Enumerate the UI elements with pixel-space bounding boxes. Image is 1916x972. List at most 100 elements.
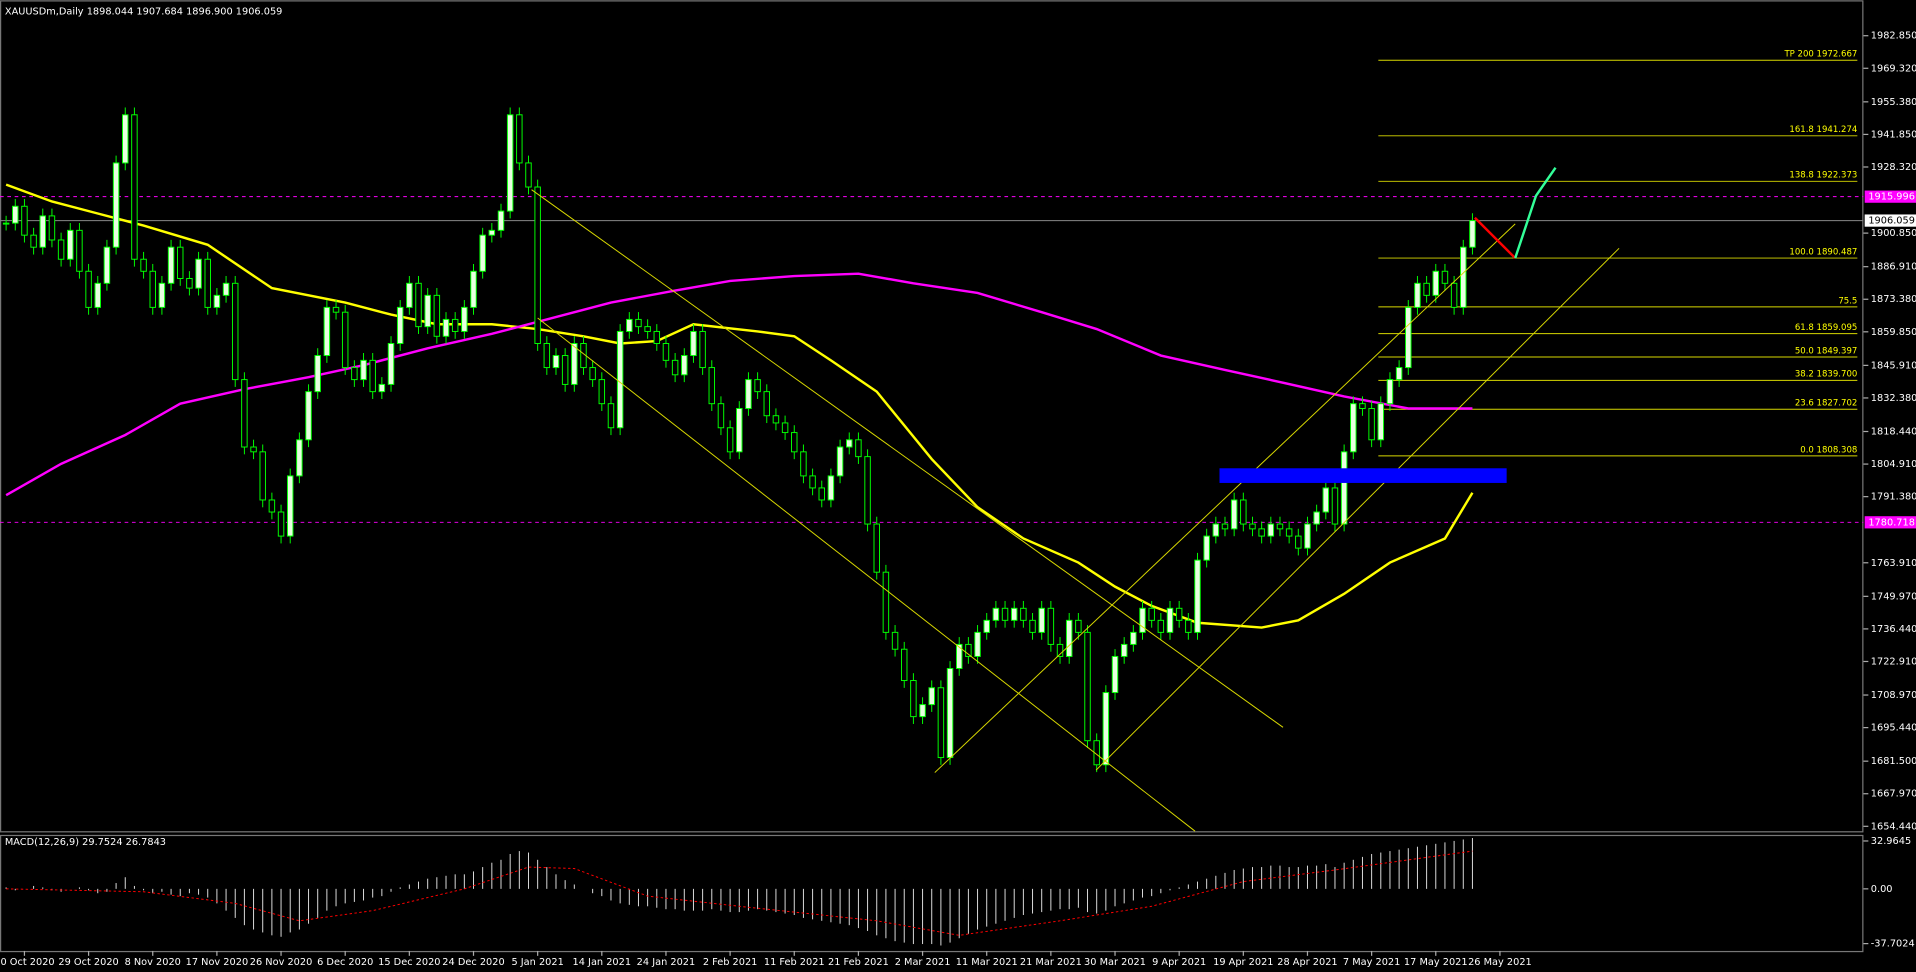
- candle: [442, 318, 450, 337]
- macd-bar: [857, 888, 859, 929]
- candle: [186, 278, 193, 289]
- macd-bar: [949, 888, 951, 943]
- macd-bar: [207, 888, 209, 898]
- macd-bar: [372, 888, 374, 898]
- macd-bar: [1453, 840, 1455, 889]
- macd-bar: [573, 884, 575, 889]
- x-tick-label: 20 Oct 2020: [0, 957, 55, 968]
- candle: [177, 246, 184, 279]
- forecast-rally: [1514, 166, 1557, 259]
- macd-bar: [546, 867, 548, 889]
- candle: [681, 355, 688, 376]
- candle: [122, 114, 129, 164]
- macd-bar: [1123, 888, 1125, 904]
- candle: [690, 330, 697, 357]
- candle: [1304, 523, 1311, 549]
- candle: [1038, 607, 1045, 633]
- x-tick-label: 6 Dec 2020: [317, 957, 373, 968]
- macd-bar: [977, 888, 979, 930]
- candle: [213, 294, 221, 308]
- candle: [1359, 403, 1366, 409]
- candle: [259, 451, 266, 501]
- candle: [1010, 607, 1018, 621]
- x-tick-label: 30 Mar 2021: [1084, 957, 1146, 968]
- candle: [250, 446, 257, 453]
- macd-bar: [390, 888, 392, 892]
- y-tick-label: 1955.380: [1871, 97, 1916, 108]
- macd-bar: [1444, 842, 1446, 889]
- candle: [919, 704, 926, 718]
- macd-bar: [1077, 888, 1079, 908]
- y-tick-label: 1832.380: [1871, 393, 1916, 404]
- candle: [1175, 607, 1183, 621]
- candle: [1111, 655, 1119, 694]
- macd-bar: [1316, 865, 1318, 889]
- fib-label: 75.5: [1838, 296, 1857, 306]
- x-tick-label: 28 Apr 2021: [1277, 957, 1337, 968]
- macd-bar: [1059, 888, 1061, 910]
- macd-bar: [473, 871, 474, 889]
- fib-label: 38.2 1839.700: [1795, 370, 1858, 380]
- candle: [900, 648, 908, 682]
- candle: [1212, 523, 1220, 537]
- candle: [1148, 607, 1155, 621]
- candle: [1414, 282, 1421, 308]
- candle: [323, 306, 331, 357]
- y-tick-label: 1941.850: [1871, 129, 1916, 140]
- candle: [873, 523, 880, 573]
- macd-bar: [1462, 839, 1464, 889]
- macd-bar: [1389, 851, 1391, 889]
- macd-bar: [1224, 872, 1226, 889]
- candle: [543, 343, 551, 369]
- macd-bar: [720, 888, 722, 911]
- macd-bar: [408, 884, 410, 889]
- macd-bar: [42, 887, 44, 889]
- macd-bar: [88, 888, 90, 891]
- candle: [497, 210, 505, 231]
- candle: [644, 326, 651, 332]
- macd-bar: [463, 874, 465, 889]
- candle: [846, 439, 853, 448]
- candle: [635, 318, 642, 328]
- macd-bar: [1416, 846, 1418, 889]
- candle: [39, 215, 47, 248]
- y-tick-label: 1845.910: [1871, 360, 1916, 371]
- candle: [479, 234, 486, 272]
- macd-bar: [601, 888, 603, 897]
- macd-bar: [692, 888, 694, 911]
- candle: [534, 186, 541, 344]
- macd-bar: [1261, 867, 1263, 889]
- candle: [855, 439, 862, 458]
- level-tag: [1864, 516, 1916, 529]
- price-label: 1906.059: [1868, 216, 1915, 227]
- candle: [158, 282, 166, 308]
- candle: [2, 222, 10, 225]
- macd-bar: [1361, 856, 1363, 889]
- y-tick-label: 32.9645: [1871, 836, 1911, 847]
- macd-bar: [647, 888, 649, 907]
- candle: [653, 330, 661, 344]
- macd-bar: [445, 875, 447, 889]
- macd-bar: [528, 852, 529, 889]
- y-tick-label: 1791.380: [1871, 492, 1916, 503]
- candle: [1020, 607, 1027, 621]
- y-tick-label: 1654.440: [1871, 821, 1916, 832]
- y-tick-label: 1722.910: [1871, 656, 1916, 667]
- candle: [1460, 246, 1467, 308]
- candle: [67, 229, 74, 260]
- macd-bar: [1352, 859, 1354, 889]
- y-tick-label: 1928.320: [1871, 162, 1916, 173]
- candle: [708, 367, 716, 405]
- macd-bar: [161, 888, 163, 892]
- macd-bar: [912, 888, 914, 945]
- candle: [378, 383, 386, 393]
- candle: [1157, 619, 1165, 633]
- macd-bar: [14, 888, 16, 891]
- candle: [736, 408, 743, 453]
- candle: [516, 114, 523, 164]
- macd-bar: [1004, 888, 1006, 921]
- candle: [1056, 643, 1064, 657]
- macd-bar: [1032, 888, 1034, 914]
- candle: [286, 475, 294, 537]
